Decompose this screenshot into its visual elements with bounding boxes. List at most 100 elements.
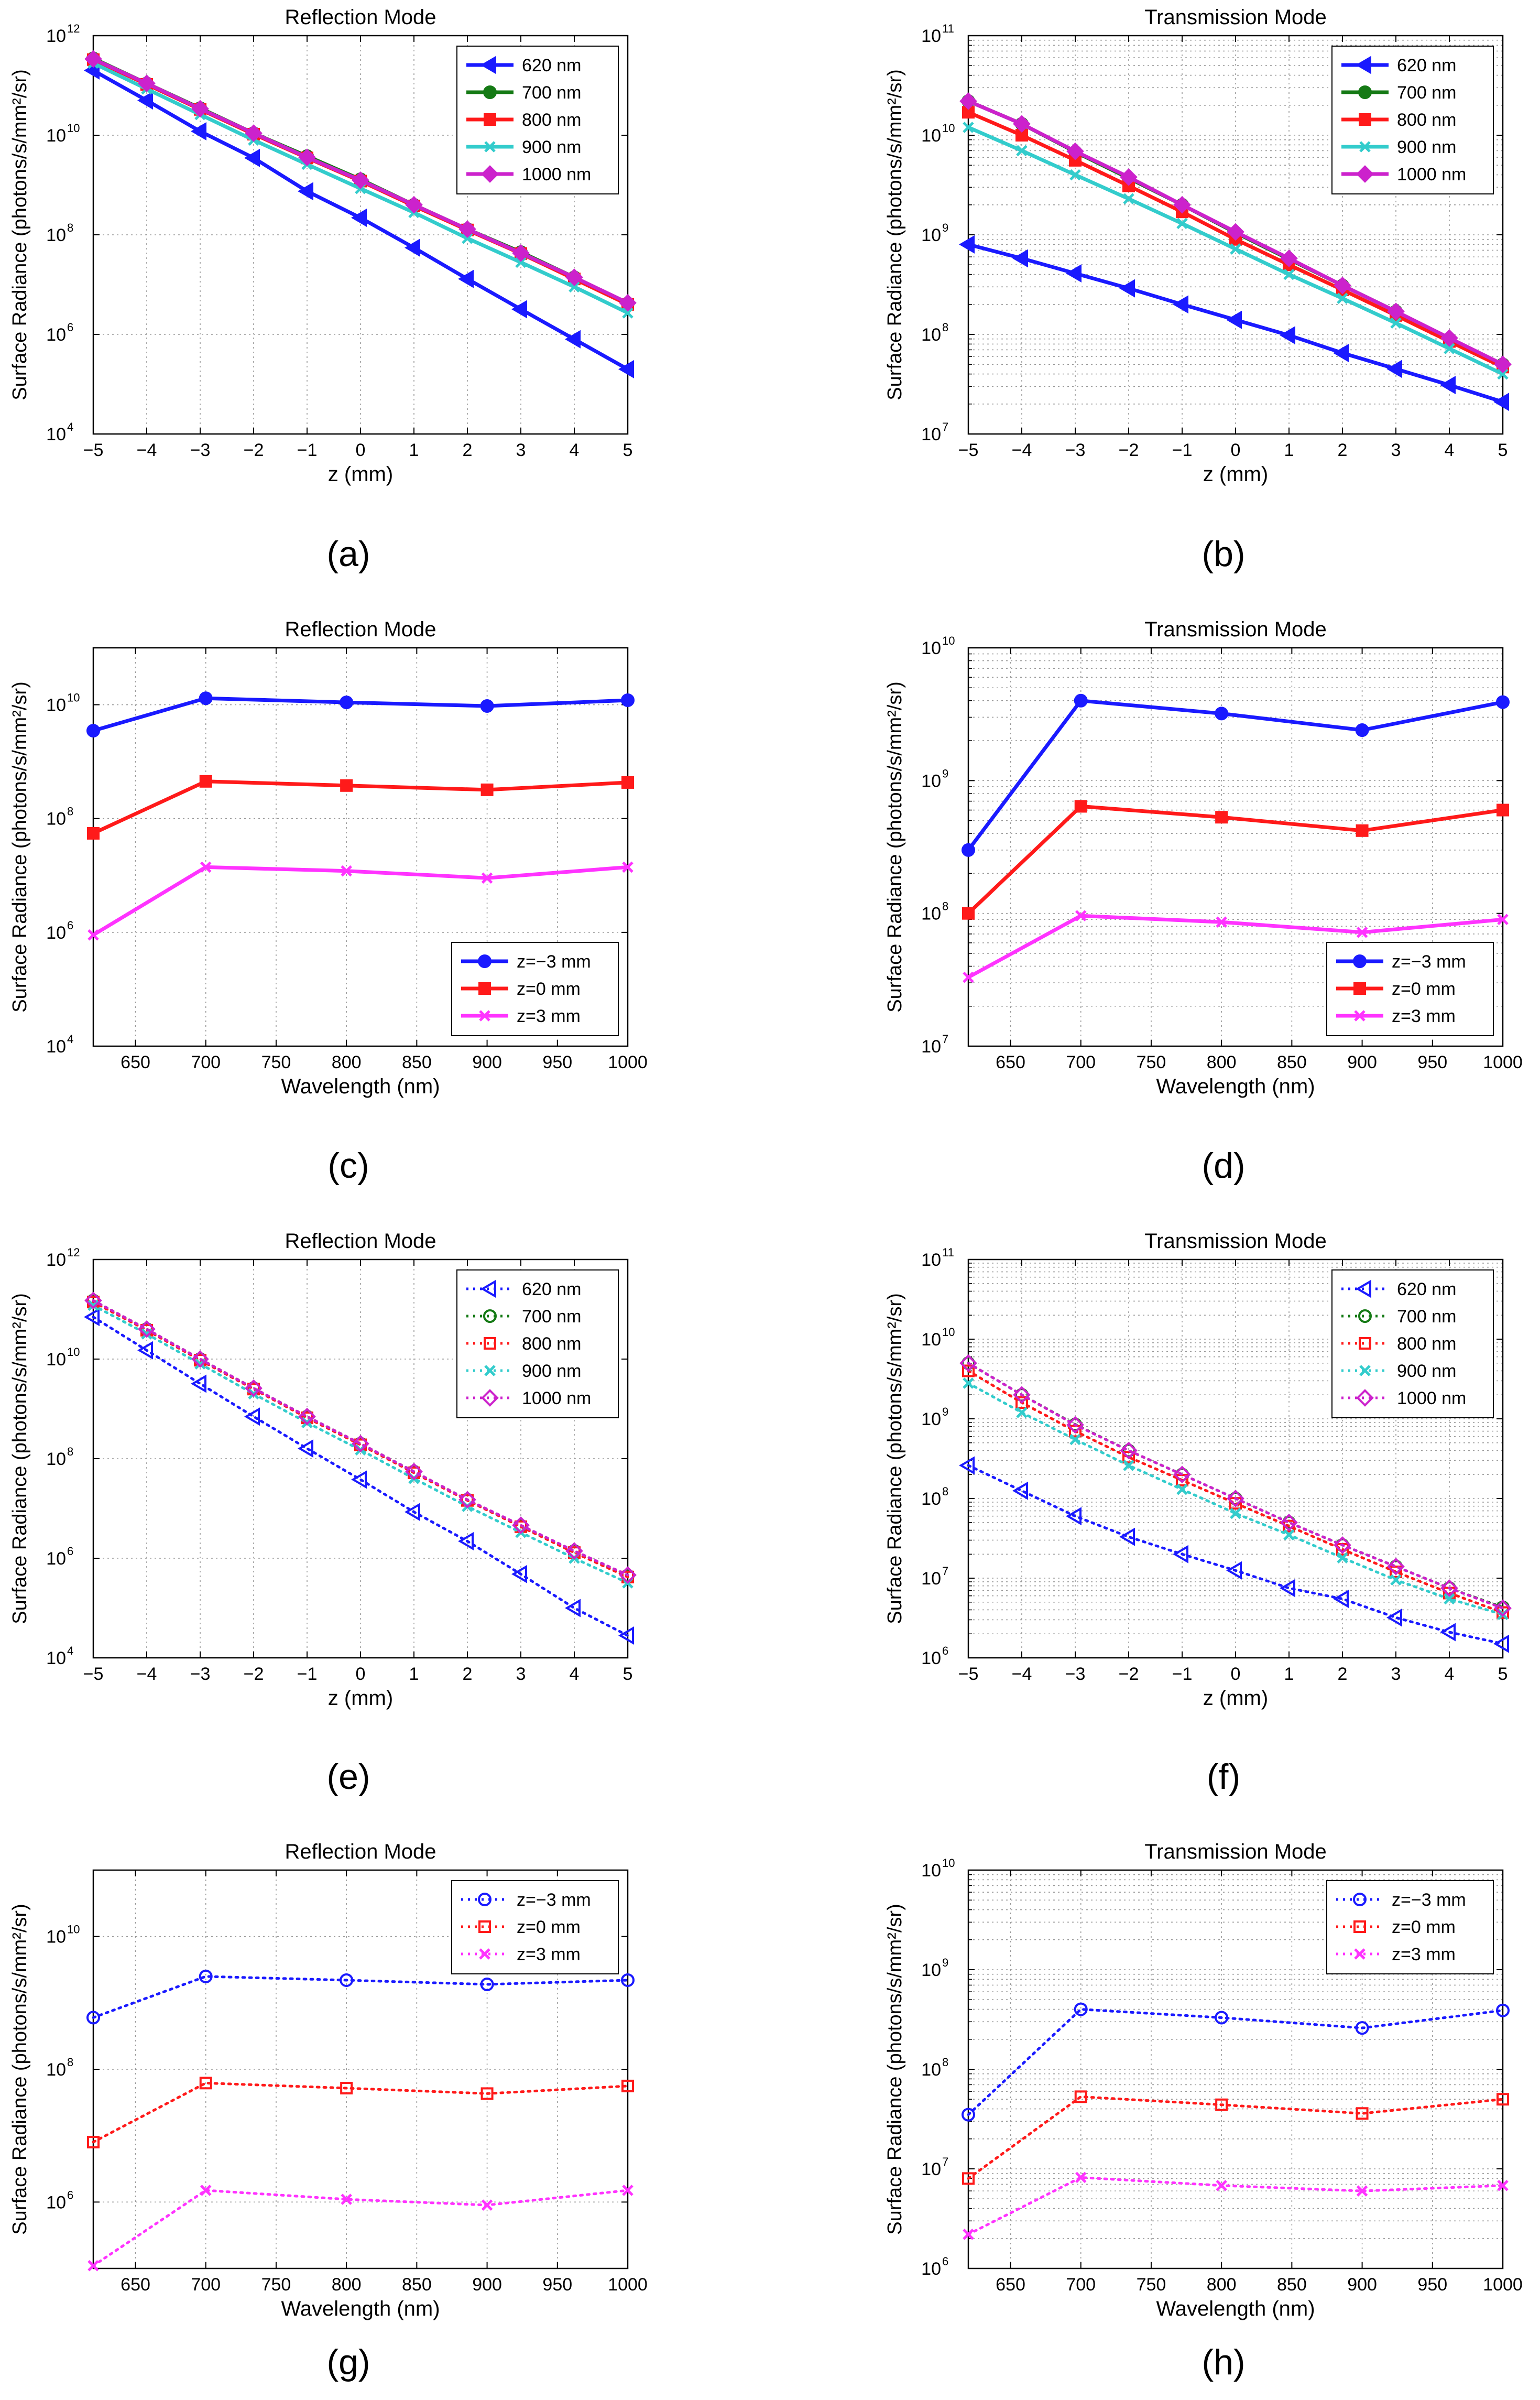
data-point — [1123, 193, 1134, 205]
y-axis-label: Surface Radiance (photons/s/mm²/sr) — [884, 1293, 906, 1624]
y-tick-label: 10 — [921, 2060, 941, 2080]
y-tick-label: 10 — [921, 2159, 941, 2179]
y-tick-exponent: 10 — [942, 1326, 955, 1339]
x-tick-label: −1 — [1172, 1664, 1193, 1684]
data-point — [1283, 1529, 1295, 1541]
data-point — [1176, 1483, 1188, 1495]
data-point — [480, 783, 494, 796]
y-tick-exponent: 10 — [67, 1923, 80, 1936]
y-tick-label: 10 — [46, 2192, 66, 2212]
legend-marker — [1358, 85, 1372, 99]
data-point — [405, 196, 423, 214]
data-point — [480, 1978, 494, 1992]
legend-label: 700 nm — [1397, 83, 1456, 103]
x-tick-label: 3 — [516, 1664, 526, 1684]
data-point — [199, 2077, 212, 2090]
series-900 — [963, 1377, 1509, 1621]
data-point — [1173, 295, 1188, 314]
series-z0 — [962, 800, 1509, 920]
data-point — [298, 1407, 316, 1426]
data-point — [244, 1407, 260, 1426]
data-point — [298, 1439, 313, 1458]
data-point — [87, 2135, 100, 2148]
data-point — [1215, 707, 1229, 721]
series-1000 — [959, 92, 1512, 374]
legend-marker — [1353, 954, 1367, 968]
x-tick-label: 1000 — [608, 2275, 648, 2295]
x-tick-label: 900 — [472, 1052, 502, 1072]
legend-label: z=3 mm — [1392, 1945, 1456, 1964]
legend: z=−3 mm z=0 mm z=3 mm — [1326, 1880, 1494, 1974]
data-point — [137, 1341, 153, 1360]
series-z0 — [87, 2077, 634, 2148]
data-point — [298, 182, 313, 201]
y-tick-label: 10 — [46, 923, 66, 943]
x-tick-label: 0 — [356, 440, 366, 460]
data-point — [1066, 264, 1082, 283]
series-z0 — [87, 775, 634, 840]
legend-marker — [1353, 982, 1366, 995]
x-tick-label: 4 — [1445, 1664, 1455, 1684]
legend: 620 nm 700 nm 800 nm 900 nm 1000 nm — [1331, 46, 1494, 194]
y-tick-label: 10 — [921, 1489, 941, 1509]
data-point — [1015, 1388, 1029, 1402]
legend-label: z=−3 mm — [517, 1890, 591, 1910]
data-point — [1227, 223, 1244, 241]
x-tick-label: 700 — [191, 1052, 221, 1072]
y-axis-label: Surface Radiance (photons/s/mm²/sr) — [9, 69, 31, 400]
data-point — [1497, 803, 1509, 817]
y-tick-exponent: 7 — [942, 2155, 948, 2168]
x-tick-label: 1 — [1284, 440, 1294, 460]
series-line — [92, 1304, 629, 1584]
data-point — [245, 1379, 263, 1397]
data-point — [352, 171, 369, 189]
legend-marker — [1359, 1365, 1371, 1376]
y-tick-exponent: 6 — [942, 1644, 948, 1657]
x-tick-label: −1 — [297, 440, 318, 460]
data-point — [86, 2011, 100, 2025]
x-axis-label: z (mm) — [1203, 1687, 1268, 1710]
data-point — [1337, 292, 1348, 305]
legend-label: z=0 mm — [517, 979, 581, 999]
y-tick-label: 10 — [921, 2259, 941, 2279]
x-tick-label: −4 — [137, 440, 157, 460]
x-tick-label: 1 — [1284, 1664, 1294, 1684]
legend-label: 1000 nm — [522, 165, 591, 184]
data-point — [1012, 1481, 1028, 1500]
legend-marker — [480, 56, 496, 74]
y-tick-exponent: 6 — [67, 2188, 73, 2201]
data-point — [621, 693, 635, 707]
legend-marker — [483, 85, 497, 99]
x-tick-label: 650 — [996, 1052, 1025, 1072]
chart-title: Transmission Mode — [1144, 618, 1327, 641]
x-tick-label: 5 — [1498, 1664, 1508, 1684]
x-tick-label: 950 — [1417, 1052, 1447, 1072]
y-tick-exponent: 9 — [942, 1405, 948, 1418]
legend-label: 900 nm — [1397, 1361, 1456, 1381]
data-point — [1230, 1507, 1241, 1519]
x-tick-label: −1 — [297, 1664, 318, 1684]
y-tick-exponent: 8 — [67, 2056, 73, 2069]
data-point — [569, 281, 580, 293]
data-point — [351, 208, 367, 227]
x-tick-label: −2 — [1119, 1664, 1139, 1684]
y-tick-exponent: 10 — [67, 122, 80, 135]
legend-label: z=0 mm — [517, 1917, 581, 1937]
data-point — [619, 1566, 637, 1584]
y-tick-exponent: 7 — [942, 420, 948, 433]
y-tick-exponent: 8 — [942, 900, 948, 913]
x-tick-label: 800 — [332, 1052, 362, 1072]
data-point — [480, 2087, 494, 2100]
legend-label: 1000 nm — [1397, 1388, 1466, 1408]
data-point — [341, 865, 352, 877]
legend-marker — [483, 1309, 497, 1323]
legend-label: z=−3 mm — [517, 952, 591, 972]
x-tick-label: 850 — [402, 1052, 432, 1072]
data-point — [405, 1462, 423, 1481]
x-tick-label: −3 — [190, 440, 211, 460]
y-tick-exponent: 6 — [942, 2255, 948, 2268]
x-tick-label: 800 — [1207, 2275, 1237, 2295]
data-point — [1497, 914, 1509, 926]
legend-marker — [1356, 56, 1371, 74]
